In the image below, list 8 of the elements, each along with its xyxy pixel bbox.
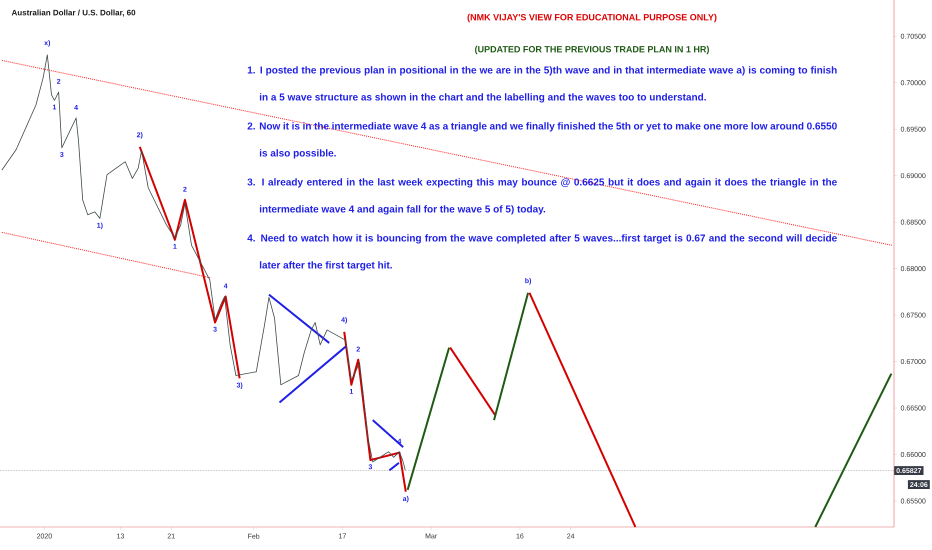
text: 1. I posted the previous plan in positional in the we are in the 5)th wave and in that intermediate wave a) is coming to finish in a 5 wave structure as shown in the chart and the labelling and the waves too to understand. <box>248 66 837 103</box>
annotation: (UPDATED FOR THE PREVIOUS TRADE PLAN IN 1 HR) <box>475 46 709 54</box>
text: Australian Dollar / U.S. Dollar, 60 <box>12 10 136 17</box>
line-series <box>138 146 241 380</box>
text: 4. Need to watch how it is bouncing from the wave completed after 5 waves...first target is 0.67 and the second will decide later after the first target hit. <box>247 234 837 271</box>
text: (NMK VIJAY'S VIEW FOR EDUCATIONAL PURPOSE ONLY) <box>468 14 716 22</box>
text: 2. Now it is in the intermediate wave 4 as a triangle and we finally finished the 5th or yet to make one more low around 0.6550 is also possible. <box>248 122 837 159</box>
line-series <box>343 330 407 493</box>
